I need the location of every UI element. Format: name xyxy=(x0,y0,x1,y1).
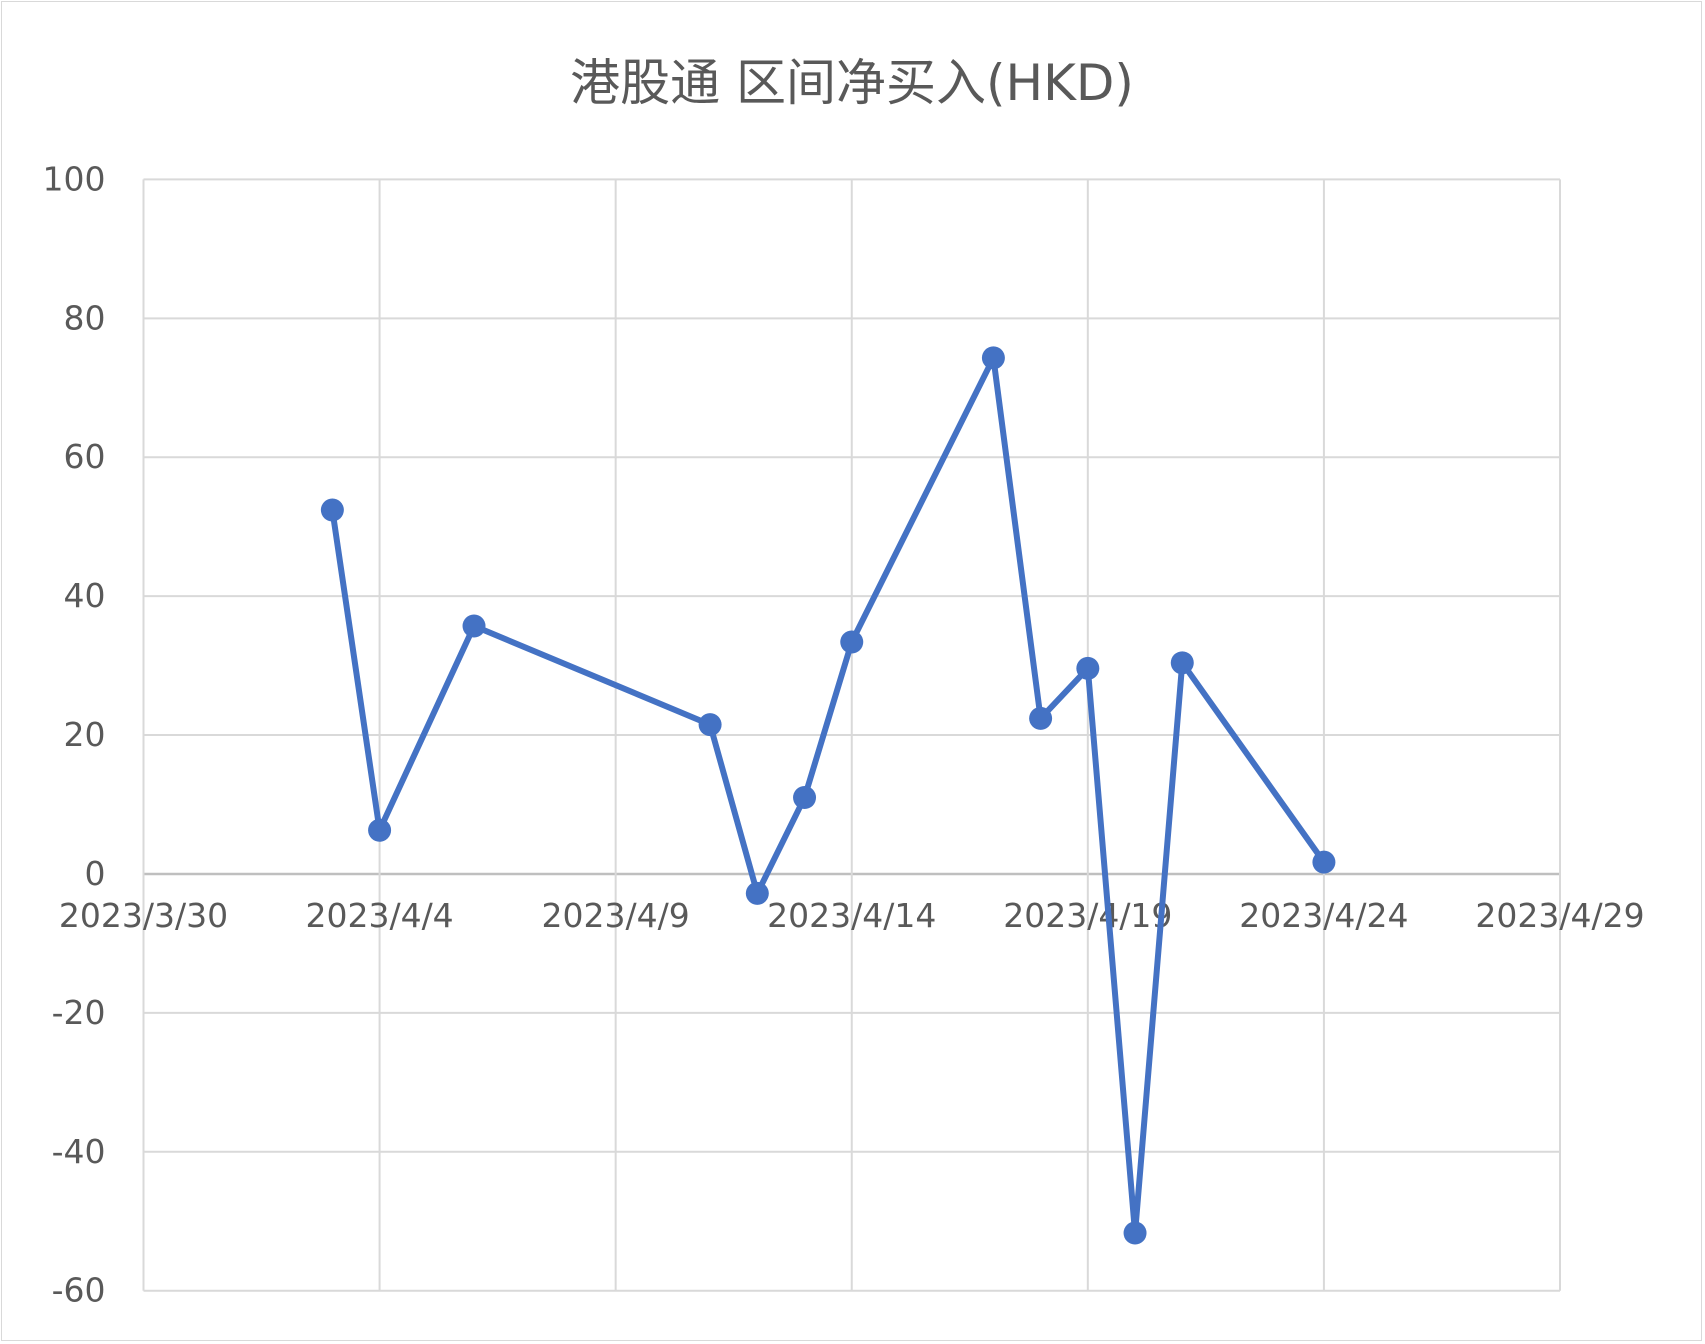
series-line xyxy=(320,346,1336,1245)
y-tick-label: 80 xyxy=(64,298,106,337)
data-point xyxy=(462,614,486,638)
data-point xyxy=(1123,1221,1147,1245)
y-tick-label: 100 xyxy=(43,159,106,198)
data-point xyxy=(981,346,1005,370)
y-tick-label: 0 xyxy=(85,854,106,893)
x-axis-ticks: 2023/3/30 2023/4/4 2023/4/9 2023/4/14 2023/4… xyxy=(59,896,1645,935)
y-tick-label: 20 xyxy=(64,715,106,754)
y-tick-label: 40 xyxy=(64,576,106,615)
x-tick-label: 2023/3/30 xyxy=(59,896,228,935)
data-point xyxy=(698,713,722,737)
gridlines xyxy=(142,178,1561,1292)
y-tick-label: -40 xyxy=(52,1132,106,1171)
y-tick-label: -60 xyxy=(52,1271,106,1310)
data-point xyxy=(1170,651,1194,675)
y-tick-label: 60 xyxy=(64,437,106,476)
data-point xyxy=(368,818,392,842)
data-point xyxy=(745,881,769,905)
x-tick-label: 2023/4/14 xyxy=(767,896,936,935)
data-point xyxy=(1076,656,1100,680)
chart-title: 港股通 区间净买入(HKD) xyxy=(570,54,1134,112)
data-point xyxy=(1029,706,1053,730)
y-axis-ticks: 100 80 60 40 20 0 -20 -40 -60 xyxy=(43,159,106,1309)
x-tick-label: 2023/4/19 xyxy=(1003,896,1172,935)
x-tick-label: 2023/4/29 xyxy=(1475,896,1644,935)
data-point xyxy=(320,498,344,522)
series-line-path xyxy=(329,354,1327,1237)
x-tick-label: 2023/4/4 xyxy=(305,896,453,935)
data-point xyxy=(840,630,864,654)
y-tick-label: -20 xyxy=(52,993,106,1032)
x-tick-label: 2023/4/24 xyxy=(1239,896,1408,935)
x-tick-label: 2023/4/9 xyxy=(542,896,690,935)
data-point xyxy=(793,786,817,810)
data-point xyxy=(1312,850,1336,874)
